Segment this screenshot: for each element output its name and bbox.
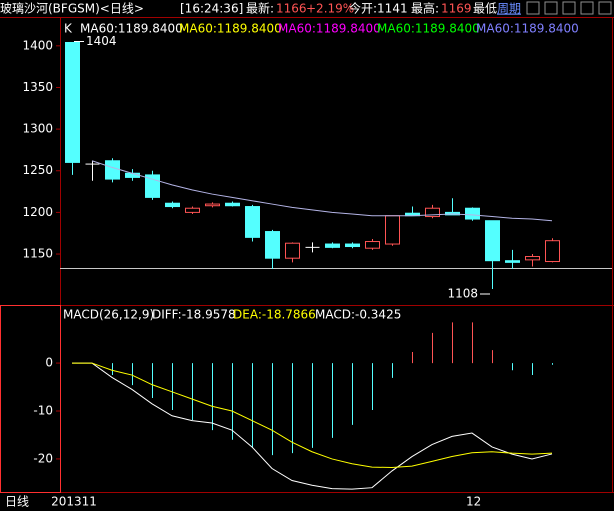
legend-entry: MA60:1189.8400 — [179, 22, 282, 36]
candle-body — [165, 202, 180, 208]
button-icon[interactable] — [526, 1, 540, 15]
candle-body — [525, 256, 540, 261]
button-icon[interactable] — [580, 1, 594, 15]
candle-body — [425, 207, 440, 218]
y-tick-label: 1250 — [22, 163, 53, 177]
header-label: 最低 — [473, 2, 497, 16]
y-tick-label: 1150 — [22, 247, 53, 261]
x-tick-label: 12 — [466, 495, 481, 509]
candle-body — [265, 231, 280, 259]
y-tick-label: 1200 — [22, 205, 53, 219]
annotation: 1108 — [447, 287, 478, 301]
legend-entry: MA60:1189.8400 — [377, 22, 480, 36]
legend-entry: MA60:1189.8400 — [80, 22, 183, 36]
candle-body — [465, 207, 480, 220]
candle-body — [245, 206, 260, 238]
candle-body — [65, 41, 80, 163]
frame — [0, 17, 614, 493]
candle-body — [545, 240, 560, 263]
series-label: K — [64, 22, 73, 36]
y-tick-label: -20 — [33, 451, 53, 465]
candle-body — [105, 160, 120, 180]
legend-entry: DIFF:-18.9578 — [152, 308, 236, 322]
header-value: 1166 — [276, 2, 307, 16]
header-value: +2.19% — [306, 2, 354, 16]
series-line — [72, 362, 553, 469]
legend-entry: MA60:1189.8400 — [476, 22, 579, 36]
candle-body — [185, 207, 200, 213]
y-tick-label: -10 — [33, 404, 53, 418]
legend-entry: MACD:-0.3425 — [315, 308, 401, 322]
candle-body — [345, 243, 360, 248]
header-value: 今开:1141 — [349, 1, 408, 16]
legend-entry: DEA:-18.7866 — [233, 308, 316, 322]
candle-body — [205, 203, 220, 207]
header-value: 1169 — [441, 2, 472, 16]
header-time: [16:24:36] — [180, 2, 243, 16]
x-tick-label: 201311 — [51, 495, 97, 509]
y-tick-label: 1400 — [22, 38, 53, 52]
candle-body — [485, 220, 500, 262]
period-button[interactable]: 周期 — [497, 2, 521, 16]
button-icon[interactable] — [544, 1, 558, 15]
candle-body — [285, 242, 300, 259]
candle-body — [365, 241, 380, 249]
header-label: 最高: — [411, 1, 439, 16]
candle-body — [225, 202, 240, 207]
toolbar[interactable] — [526, 1, 612, 15]
candle-body — [505, 260, 520, 263]
legend-entry: MA60:1189.8400 — [278, 22, 381, 36]
header-label: 最新: — [246, 1, 274, 16]
series-line — [91, 160, 553, 222]
header-title: 玻璃沙河(BFGSM)<日线> — [0, 2, 144, 16]
x-axis-label: 日线 — [5, 495, 29, 509]
y-tick-label: 1350 — [22, 80, 53, 94]
y-tick-label: 0 — [45, 356, 53, 370]
annotation: 1404 — [86, 34, 117, 48]
button-icon[interactable] — [562, 1, 576, 15]
series-line — [72, 362, 553, 490]
axis-box — [0, 305, 61, 493]
series-label: MACD(26,12,9) — [63, 308, 154, 322]
button-icon[interactable] — [598, 1, 612, 15]
candle-body — [385, 215, 400, 245]
y-tick-label: 1300 — [22, 122, 53, 136]
candle-body — [325, 243, 340, 248]
